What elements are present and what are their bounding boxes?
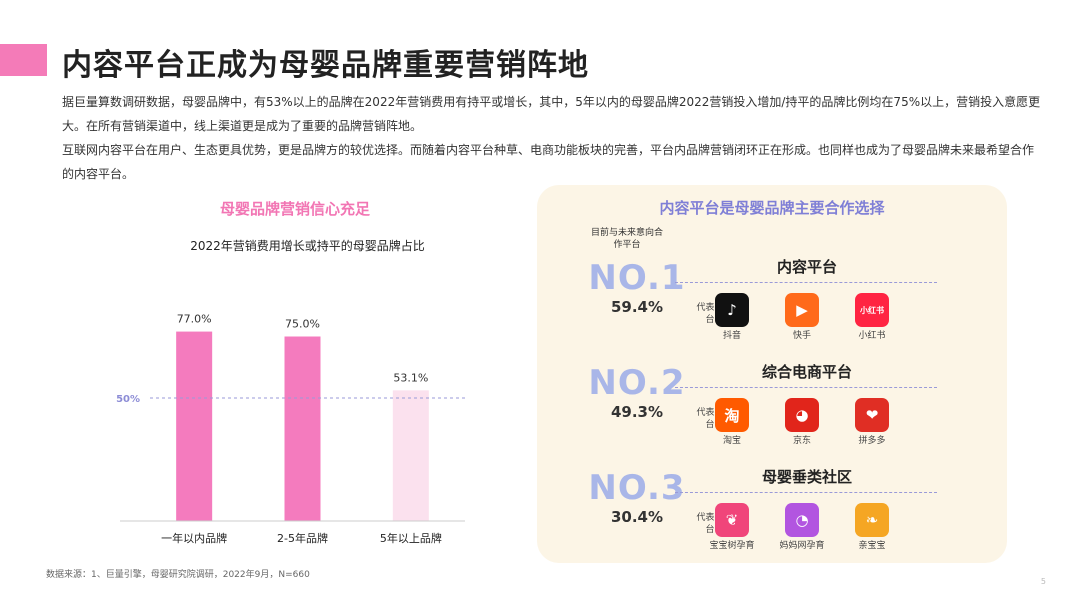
rank-percentage: 30.4% <box>610 508 664 526</box>
data-source: 数据来源：1、巨量引擎，母婴研究院调研，2022年9月，N=660 <box>46 570 310 580</box>
pinduoduo-icon: ❤ <box>855 398 889 432</box>
title-accent-bar <box>0 44 47 76</box>
app-jd: ◕ 京东 <box>772 398 832 447</box>
douyin-icon: ♪ <box>715 293 749 327</box>
app-name: 拼多多 <box>858 436 886 446</box>
intro-paragraph-2: 互联网内容平台在用户、生态更具优势，更是品牌方的较优选择。而随着内容平台种草、电… <box>62 143 1035 181</box>
app-name: 京东 <box>792 436 811 446</box>
x-tick-label-1: 一年以内品牌 <box>161 531 227 545</box>
rank-percentage: 49.3% <box>610 403 664 421</box>
app-mamawang: ◔ 妈妈网孕育 <box>772 503 832 552</box>
mamawang-icon: ◔ <box>785 503 819 537</box>
app-qinbaobao: ❧ 亲宝宝 <box>842 503 902 552</box>
bar-value-label-2: 75.0% <box>285 318 320 331</box>
rank-divider <box>675 387 937 388</box>
kuaishou-icon: ▶ <box>785 293 819 327</box>
bar-value-label-1: 77.0% <box>177 313 212 326</box>
bar-chart: 2022年营销费用增长或持平的母婴品牌占比 77.0% 一年以内品牌 75.0% 2-5… <box>90 225 490 555</box>
bar-1 <box>176 331 213 521</box>
bar-value-label-3: 53.1% <box>393 371 428 384</box>
app-pinduoduo: ❤ 拼多多 <box>842 398 902 447</box>
representative-platform-label: 代表平台 <box>696 408 724 430</box>
x-tick-label-2: 2-5年品牌 <box>277 531 328 545</box>
rank-block-2: NO.2 49.3% 综合电商平台代表平台淘淘宝 ◕ 京东 ❤ 拼多多 <box>537 363 1007 473</box>
bar-2 <box>284 336 321 521</box>
app-name: 快手 <box>792 331 811 341</box>
taobao-icon: 淘 <box>715 398 749 432</box>
xiaohongshu-icon: 小红书 <box>855 293 889 327</box>
app-taobao: 淘淘宝 <box>702 398 762 447</box>
intro-paragraph-1: 据巨量算数调研数据，母婴品牌中，有53%以上的品牌在2022年营销费用有持平或增… <box>62 95 1041 133</box>
app-name: 妈妈网孕育 <box>779 541 825 551</box>
jd-icon: ◕ <box>785 398 819 432</box>
rank-category-title: 综合电商平台 <box>761 363 852 381</box>
rank-number: NO.2 <box>588 363 686 403</box>
left-section-heading: 母婴品牌营销信心充足 <box>219 200 370 218</box>
rank-category-title: 内容平台 <box>776 258 837 276</box>
rank-number: NO.1 <box>588 258 686 298</box>
representative-platform-label: 代表平台 <box>696 513 724 535</box>
chart-title: 2022年营销费用增长或持平的母婴品牌占比 <box>190 238 425 253</box>
app-name: 抖音 <box>722 331 741 341</box>
bar-3 <box>392 390 429 521</box>
babytree-icon: ❦ <box>715 503 749 537</box>
rank-block-1: NO.1 59.4% 内容平台 代表平台 ♪ 抖音 ▶ 快手 小红书 小红书 <box>537 258 1007 368</box>
app-babytree: ❦ 宝宝树孕育 <box>702 503 762 552</box>
rank-divider <box>675 492 937 493</box>
rank-percentage: 59.4% <box>610 298 664 316</box>
x-tick-label-3: 5年以上品牌 <box>380 531 442 545</box>
app-xiaohongshu: 小红书 小红书 <box>842 293 902 342</box>
app-name: 亲宝宝 <box>858 541 886 551</box>
rank-number: NO.3 <box>588 468 686 508</box>
right-section-heading: 内容平台是母婴品牌主要合作选择 <box>659 199 885 217</box>
app-name: 小红书 <box>858 331 886 341</box>
app-douyin: ♪ 抖音 <box>702 293 762 342</box>
bar-chart-svg: 2022年营销费用增长或持平的母婴品牌占比 77.0% 一年以内品牌 75.0% 2-5… <box>116 238 465 545</box>
page-title: 内容平台正成为母婴品牌重要营销阵地 <box>62 48 589 83</box>
app-name: 宝宝树孕育 <box>709 541 755 551</box>
qinbaobao-icon: ❧ <box>855 503 889 537</box>
rank-category-title: 母婴垂类社区 <box>761 468 852 486</box>
app-kuaishou: ▶ 快手 <box>772 293 832 342</box>
app-name: 淘宝 <box>722 436 741 446</box>
platform-ranking-panel: 内容平台是母婴品牌主要合作选择 目前与未来意向合作平台 NO.1 59.4% 内容平… <box>537 185 1007 563</box>
rank-divider <box>675 282 937 283</box>
reference-line-label: 50% <box>116 394 140 405</box>
page-number: 5 <box>1040 577 1046 586</box>
representative-platform-label: 代表平台 <box>696 303 724 325</box>
intro-text: 据巨量算数调研数据，母婴品牌中，有53%以上的品牌在2022年营销费用有持平或增… <box>62 90 1042 186</box>
rank-block-3: NO.3 30.4% 母婴垂类社区代表平台 ❦ 宝宝树孕育 ◔ 妈妈网孕育 ❧ 亲宝宝 <box>537 468 1007 578</box>
future-cooperation-label: 目前与未来意向合作平台 <box>590 228 663 250</box>
